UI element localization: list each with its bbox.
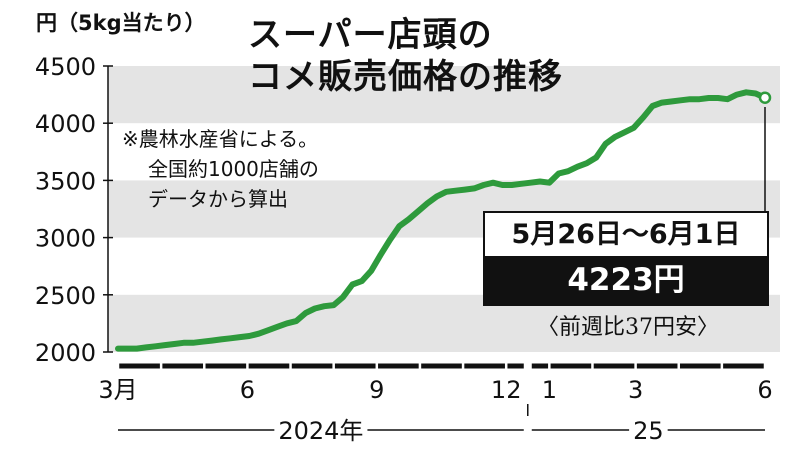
year-break [523, 360, 532, 372]
x-tick-label: 6 [757, 376, 772, 404]
callout-price: 4223円 [485, 256, 767, 304]
year-label-background [274, 418, 368, 442]
x-tick-label: 3 [628, 376, 643, 404]
source-note-line-2: 全国約1000店舗の [148, 157, 319, 181]
callout-weekly-change: 〈前週比37円安〉 [537, 315, 719, 340]
y-tick-label: 4000 [35, 110, 96, 138]
y-tick-label: 3000 [35, 225, 96, 253]
x-axis: 3月 6 9 12 1 3 6 2024年 25 [98, 360, 773, 445]
year-label: 2024年 [278, 417, 363, 445]
chart-title-line-1: スーパー店頭の [248, 15, 493, 55]
year-label: 25 [633, 417, 664, 445]
y-tick-label: 2000 [35, 339, 96, 367]
x-tick-label: 9 [369, 376, 384, 404]
y-tick-label: 3500 [35, 167, 96, 195]
latest-point-marker [758, 91, 772, 104]
series-line [115, 89, 768, 352]
y-axis: 2000 2500 3000 3500 4000 4500 [35, 53, 113, 367]
callout-date: 5月26日～6月1日 [511, 219, 741, 250]
x-tick-label: 6 [240, 376, 255, 404]
x-tick-label: 12 [491, 376, 522, 404]
y-tick-label: 2500 [35, 282, 96, 310]
source-note-line-3: データから算出 [148, 187, 288, 211]
source-note-line-1: ※農林水産省による。 [122, 127, 319, 151]
grid-band [108, 66, 780, 124]
x-tick-label: 1 [542, 376, 557, 404]
chart-title-line-2: コメ販売価格の推移 [248, 57, 563, 97]
x-tick-label: 3月 [98, 376, 137, 404]
latest-value-callout: 5月26日～6月1日 4223円 [483, 211, 769, 306]
source-note: ※農林水産省による。 全国約1000店舗の データから算出 [122, 124, 319, 214]
chart-title: スーパー店頭の コメ販売価格の推移 [248, 14, 563, 98]
y-axis-unit-label: 円（5kg当たり） [36, 11, 206, 35]
year-label-background [629, 418, 668, 442]
y-tick-label: 4500 [35, 53, 96, 81]
